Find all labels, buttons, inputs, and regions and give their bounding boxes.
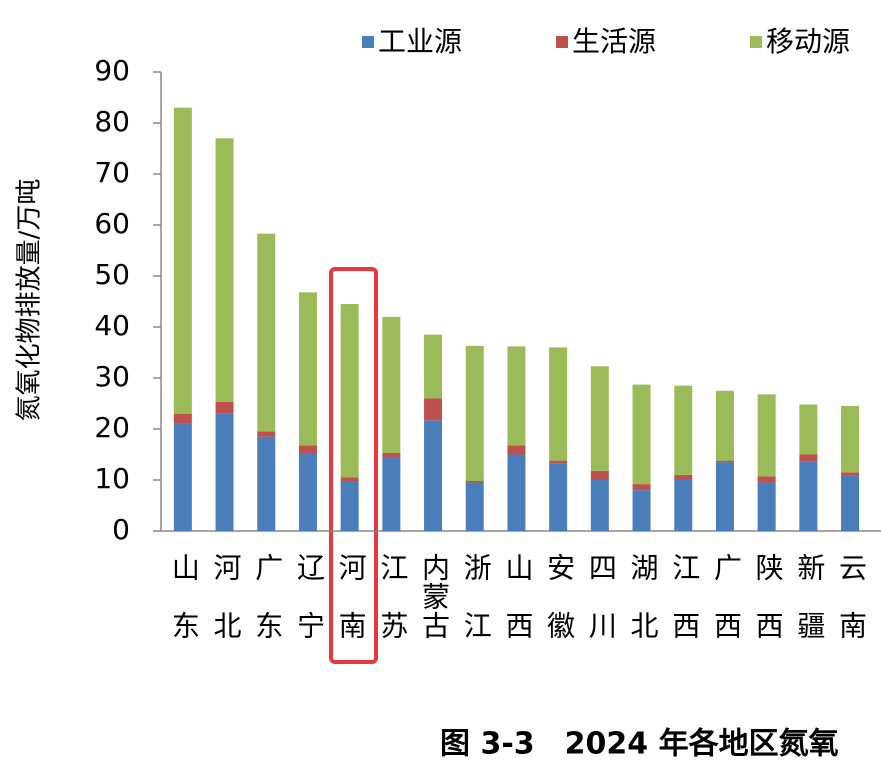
bar-segment bbox=[674, 385, 693, 475]
bar-segment bbox=[382, 452, 401, 458]
highlight-box bbox=[329, 267, 378, 664]
caption: 图 3-3 2024 年各地区氮氧 bbox=[440, 727, 839, 762]
x-tick-label: 安徽 bbox=[543, 553, 577, 639]
bar-segment bbox=[590, 470, 609, 480]
bar-segment bbox=[424, 334, 443, 399]
legend-label: 生活源 bbox=[572, 25, 656, 58]
bar-segment bbox=[215, 413, 234, 531]
bar-segment bbox=[465, 482, 484, 531]
x-tick-label: 辽宁 bbox=[292, 553, 326, 639]
y-tick-label: 30 bbox=[94, 360, 130, 393]
bar-segment bbox=[298, 292, 317, 446]
bar-segment bbox=[340, 481, 359, 531]
bar-segment bbox=[632, 490, 651, 531]
legend-marker bbox=[750, 36, 762, 48]
x-tick-label: 山西 bbox=[501, 553, 535, 639]
bar-segment bbox=[424, 420, 443, 531]
bar-segment bbox=[382, 457, 401, 531]
x-tick-label: 四川 bbox=[584, 553, 618, 639]
legend-marker bbox=[556, 36, 568, 48]
y-tick-label: 10 bbox=[94, 462, 130, 495]
bar-segment bbox=[424, 398, 443, 421]
bar-segment bbox=[549, 347, 568, 461]
bar-segment bbox=[465, 481, 484, 483]
x-tick-label: 内蒙古 bbox=[418, 553, 452, 639]
bar-segment bbox=[590, 480, 609, 531]
y-axis-label: 氮氧化物排放量/万吨 bbox=[15, 179, 45, 422]
bar-segment bbox=[799, 404, 818, 455]
x-tick-label: 江西 bbox=[668, 553, 702, 639]
bar-segment bbox=[799, 454, 818, 462]
y-tick-label: 90 bbox=[94, 54, 130, 87]
legend-marker bbox=[362, 36, 374, 48]
x-tick-label: 湖北 bbox=[626, 553, 660, 639]
y-tick-label: 0 bbox=[112, 513, 130, 546]
bar-segment bbox=[507, 445, 526, 455]
bar-segment bbox=[173, 413, 192, 424]
bar-segment bbox=[549, 460, 568, 464]
legend-label: 移动源 bbox=[766, 25, 850, 58]
bar-segment bbox=[549, 463, 568, 531]
bar-segment bbox=[298, 452, 317, 531]
bar-segment bbox=[382, 316, 401, 453]
bar-segment bbox=[841, 406, 860, 473]
bar-segment bbox=[215, 138, 234, 402]
bar-segment bbox=[715, 390, 734, 461]
bar-segment bbox=[507, 454, 526, 531]
bar-segment bbox=[757, 482, 776, 531]
bar-segment bbox=[173, 423, 192, 531]
x-tick-label: 河北 bbox=[209, 553, 243, 639]
y-tick-label: 60 bbox=[94, 207, 130, 240]
y-tick-label: 80 bbox=[94, 105, 130, 138]
x-tick-label: 山东 bbox=[167, 553, 201, 639]
bar-segment bbox=[507, 346, 526, 446]
bar-segment bbox=[298, 445, 317, 453]
bar-segment bbox=[173, 107, 192, 414]
bar-segment bbox=[590, 366, 609, 471]
bar-segment bbox=[257, 431, 276, 437]
bar-segment bbox=[757, 394, 776, 477]
bar-segment bbox=[715, 460, 734, 463]
y-tick-label: 70 bbox=[94, 156, 130, 189]
bar-segment bbox=[674, 480, 693, 531]
x-tick-label: 广西 bbox=[709, 553, 743, 639]
bar-segment bbox=[757, 476, 776, 483]
x-tick-label: 江苏 bbox=[376, 553, 410, 639]
x-tick-label: 新疆 bbox=[793, 553, 827, 639]
x-tick-label: 广东 bbox=[251, 553, 285, 639]
bar-segment bbox=[257, 233, 276, 432]
x-tick-label: 陕西 bbox=[751, 553, 785, 639]
bar-segment bbox=[340, 304, 359, 478]
bar-segment bbox=[632, 384, 651, 485]
bar-segment bbox=[715, 462, 734, 531]
bar-segment bbox=[340, 477, 359, 482]
y-tick-label: 40 bbox=[94, 309, 130, 342]
y-tick-label: 50 bbox=[94, 258, 130, 291]
x-tick-label: 河南 bbox=[334, 553, 368, 639]
bar-segment bbox=[841, 475, 860, 531]
y-tick-label: 20 bbox=[94, 411, 130, 444]
x-tick-label: 浙江 bbox=[459, 553, 493, 639]
bar-segment bbox=[674, 474, 693, 480]
bar-segment bbox=[465, 345, 484, 482]
bar-segment bbox=[257, 436, 276, 531]
bar-segment bbox=[841, 472, 860, 476]
bar-segment bbox=[632, 484, 651, 491]
legend-label: 工业源 bbox=[378, 25, 462, 58]
bar-segment bbox=[799, 461, 818, 531]
bar-segment bbox=[215, 401, 234, 414]
x-tick-label: 云南 bbox=[835, 553, 869, 639]
